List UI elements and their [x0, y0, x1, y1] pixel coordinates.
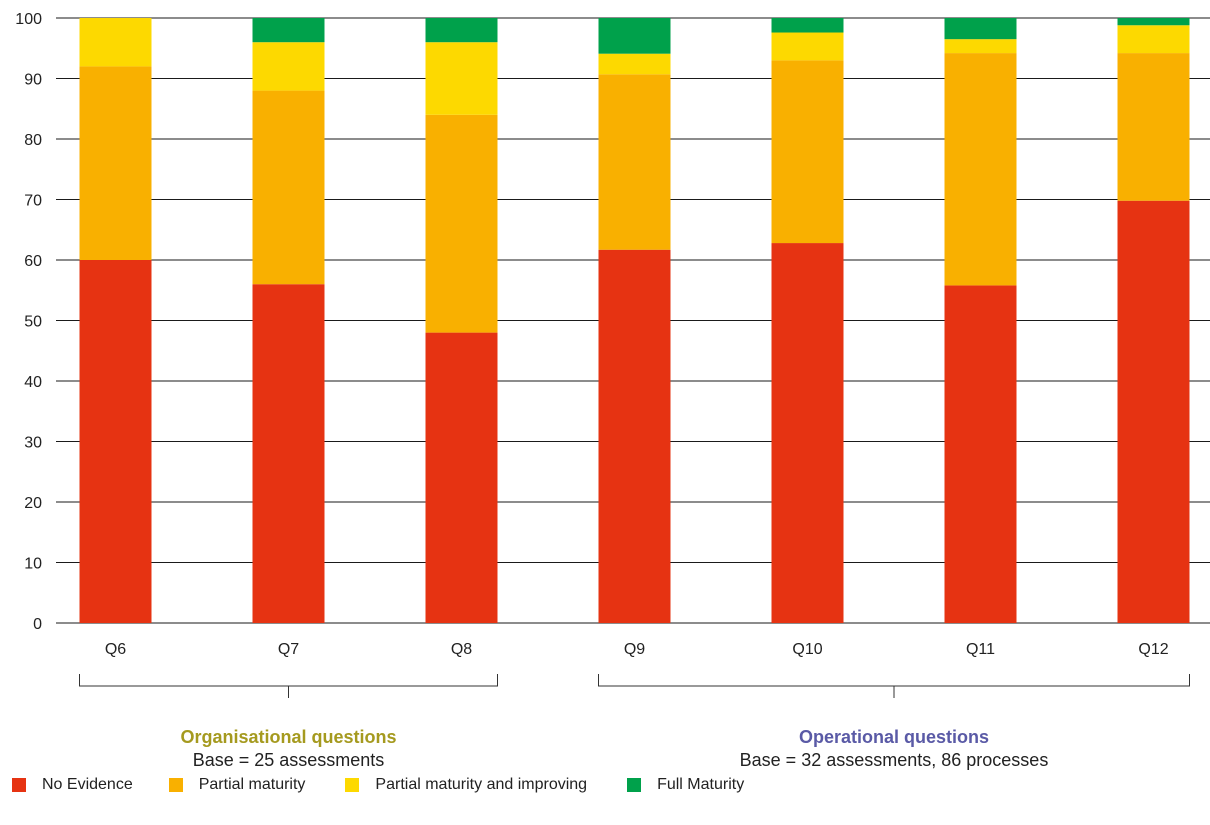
bar-segment	[425, 18, 498, 43]
bar-segment	[252, 90, 325, 285]
y-tick-label: 50	[24, 314, 42, 331]
bar-segment	[771, 32, 844, 61]
y-tick-label: 60	[24, 253, 42, 270]
y-tick-label: 40	[24, 374, 42, 391]
legend-swatch	[168, 778, 183, 792]
y-tick-label: 30	[24, 435, 42, 452]
legend-swatch	[627, 778, 642, 792]
bar-segment	[425, 42, 498, 115]
bar-segment	[598, 53, 671, 75]
legend: No Evidence Partial maturity Partial mat…	[12, 776, 778, 794]
y-tick-label: 100	[15, 11, 42, 28]
legend-item: Partial maturity and improving	[345, 776, 587, 794]
legend-label: No Evidence	[42, 776, 133, 793]
y-tick-label: 10	[24, 556, 42, 573]
group-subtitle: Base = 25 assessments	[193, 750, 385, 770]
x-tick-label: Q8	[451, 641, 472, 658]
bar-segment	[252, 18, 325, 43]
bar-segment	[1117, 25, 1190, 54]
group-bracket	[598, 674, 1190, 698]
bar-segment	[771, 18, 844, 33]
x-tick-label: Q7	[278, 641, 299, 658]
bar-segment	[79, 18, 152, 67]
bars	[79, 18, 1190, 623]
bar-segment	[425, 114, 498, 333]
y-tick-label: 90	[24, 72, 42, 89]
group-brackets: Organisational questions Base = 25 assess…	[79, 674, 1190, 770]
bar-segment	[1117, 200, 1190, 623]
legend-label: Partial maturity	[198, 776, 306, 793]
legend-swatch	[345, 778, 360, 792]
legend-item: Partial maturity	[168, 776, 306, 794]
bar-segment	[79, 260, 152, 623]
legend-label: Partial maturity and improving	[375, 776, 588, 793]
legend-item: No Evidence	[12, 776, 133, 794]
bar-segment	[79, 66, 152, 261]
bar-segment	[598, 18, 671, 54]
y-tick-label: 80	[24, 132, 42, 149]
bar-segment	[252, 284, 325, 623]
bar-segment	[944, 39, 1017, 54]
bar-segment	[771, 243, 844, 623]
group-title: Operational questions	[799, 727, 989, 747]
bar-segment	[598, 249, 671, 623]
y-tick-label: 0	[33, 616, 42, 633]
legend-swatch	[12, 778, 26, 792]
y-tick-label: 20	[24, 495, 42, 512]
y-tick-label: 70	[24, 193, 42, 210]
legend-label: Full Maturity	[657, 776, 745, 793]
group-subtitle: Base = 32 assessments, 86 processes	[740, 750, 1049, 770]
group-bracket	[79, 674, 498, 698]
x-tick-label: Q12	[1138, 641, 1168, 658]
x-tick-label: Q10	[792, 641, 822, 658]
bar-segment	[252, 42, 325, 91]
x-tick-label: Q6	[105, 641, 126, 658]
x-tick-label: Q11	[966, 641, 995, 658]
legend-item: Full Maturity	[627, 776, 744, 794]
bar-segment	[944, 18, 1017, 40]
group-title: Organisational questions	[180, 727, 396, 747]
x-tick-label: Q9	[624, 641, 645, 658]
bar-segment	[1117, 18, 1190, 26]
bar-segment	[944, 285, 1017, 623]
bar-segment	[598, 74, 671, 250]
bar-segment	[425, 332, 498, 623]
bar-segment	[1117, 53, 1190, 201]
bar-segment	[944, 53, 1017, 286]
axes: 0 10 20 30 40 50 60 70 80 90 100 Q6 Q7 Q8 Q9 Q10 Q11 Q12	[15, 11, 1168, 658]
bar-segment	[771, 60, 844, 244]
